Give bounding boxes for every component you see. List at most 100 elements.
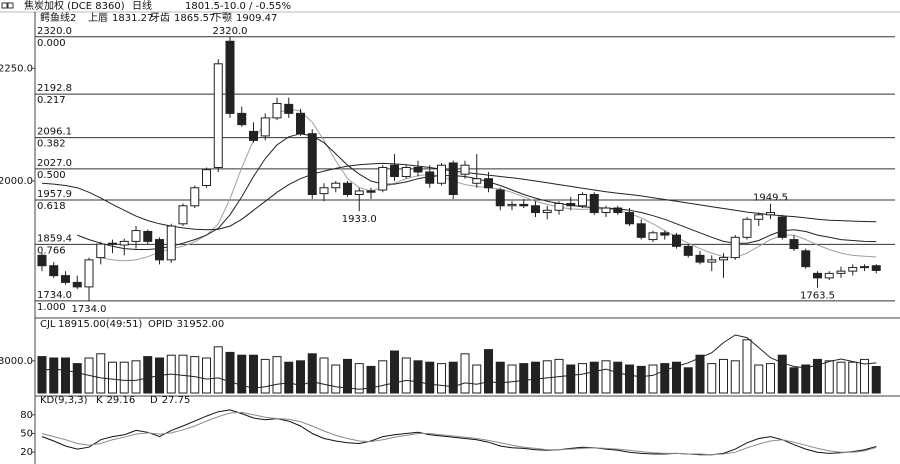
fib-price: 2096.1 (37, 127, 72, 138)
volume-bar (225, 351, 235, 394)
volume-bar (96, 353, 106, 394)
candle-body (719, 257, 728, 261)
candle-body (801, 250, 811, 268)
line (41, 411, 877, 456)
legend-entry: 上唇 1831.27 (88, 12, 153, 24)
candle-body (260, 117, 270, 137)
fib-ratio: 0.618 (37, 201, 66, 212)
volume-bar (648, 364, 658, 394)
volume-bar (390, 350, 399, 394)
volume-bar (766, 363, 775, 394)
volume-bar (719, 358, 728, 394)
volume-bar (848, 361, 858, 394)
volume-bar (378, 360, 388, 394)
candle-body (249, 130, 258, 141)
candle-body (824, 272, 834, 279)
legend-value: 29.16 (107, 395, 136, 406)
y-tick-label: 23000.0 (0, 356, 33, 367)
volume-bar (296, 360, 305, 394)
candle-body (366, 190, 376, 193)
last-price: 1801.5 (185, 1, 220, 12)
candle-body (354, 190, 364, 196)
candle-body (37, 254, 47, 267)
volume-bar (472, 364, 482, 394)
volume-bar (801, 364, 811, 394)
volume-bar (836, 361, 846, 394)
candle-body (413, 166, 423, 173)
indicator-title: CJL (40, 319, 56, 330)
volume-bar (354, 363, 364, 394)
candle-body (636, 223, 646, 238)
candle-body (625, 212, 634, 225)
volume-bar (448, 361, 458, 394)
volume-bar (307, 353, 317, 394)
fib-ratio: 0.382 (37, 139, 66, 150)
y-tick-label: 80 (20, 410, 33, 421)
volume-bar (366, 365, 376, 394)
candle-body (202, 169, 211, 186)
volume-bar (730, 360, 740, 394)
volume-bar (871, 366, 881, 394)
icon (1, 2, 8, 9)
period[interactable]: 日线 (132, 0, 152, 12)
candle-body (284, 103, 294, 114)
candle-body (166, 225, 176, 261)
legend-name: OPID (148, 319, 173, 330)
annotation: 1949.5 (753, 193, 788, 204)
fib-ratio: 0.766 (37, 245, 66, 256)
volume-bar (72, 363, 82, 394)
candle-body (660, 232, 670, 236)
legend-name: D (150, 395, 158, 406)
legend-entry: 下颚 1909.47 (212, 12, 277, 24)
fib-price: 1859.4 (37, 233, 72, 244)
legend-name: 上唇 (88, 12, 108, 24)
candle-body (578, 194, 587, 207)
volume-bar (131, 360, 141, 394)
volume-bar (824, 360, 834, 394)
candle-body (331, 182, 341, 189)
fib-ratio: 0.217 (37, 95, 66, 106)
legend-name: 牙齿 (150, 12, 170, 24)
candle-body (495, 189, 505, 207)
legend-name: K (96, 395, 103, 406)
candle-body (672, 234, 681, 247)
volume-bar (542, 360, 552, 394)
volume-bar (190, 356, 200, 394)
annotation: 2320.0 (213, 26, 248, 37)
candle-body (542, 209, 552, 214)
legend-value: 31952.00 (177, 319, 225, 330)
candle-body (425, 171, 435, 184)
volume-bar (695, 354, 705, 394)
volume-bar (202, 357, 211, 394)
volume-bar (331, 364, 341, 394)
legend-value: 1831.27 (112, 13, 153, 24)
volume-bar (495, 361, 505, 394)
candle-body (871, 265, 881, 271)
candle-body (437, 164, 446, 184)
candle-body (730, 236, 740, 259)
fib-ratio: 0.000 (37, 38, 66, 49)
candle-body (296, 112, 305, 135)
fib-price: 1957.9 (37, 189, 72, 200)
volume-bar (249, 354, 258, 394)
candle-body (777, 216, 787, 238)
volume-bar (589, 361, 599, 394)
y-tick-label: 50 (20, 429, 33, 440)
candle-body (61, 275, 70, 283)
fib-ratio: 0.500 (37, 170, 66, 181)
legend-entry: K 29.16 (96, 395, 135, 406)
candle-body (155, 239, 164, 261)
indicator-title[interactable]: 鳄鱼线2 (40, 11, 76, 24)
symbol: 焦炭加权 (DCE 8360) (24, 0, 125, 12)
candle-body (754, 214, 764, 220)
candle-body (601, 207, 611, 214)
candle-body (225, 40, 235, 114)
fib-price: 2320.0 (37, 26, 72, 37)
volume-bar (319, 357, 329, 394)
volume-bar (213, 346, 223, 394)
volume-bar (49, 357, 59, 394)
candle-body (766, 212, 775, 216)
candle-body (319, 187, 329, 195)
fib-ratio: 1.000 (37, 302, 66, 313)
